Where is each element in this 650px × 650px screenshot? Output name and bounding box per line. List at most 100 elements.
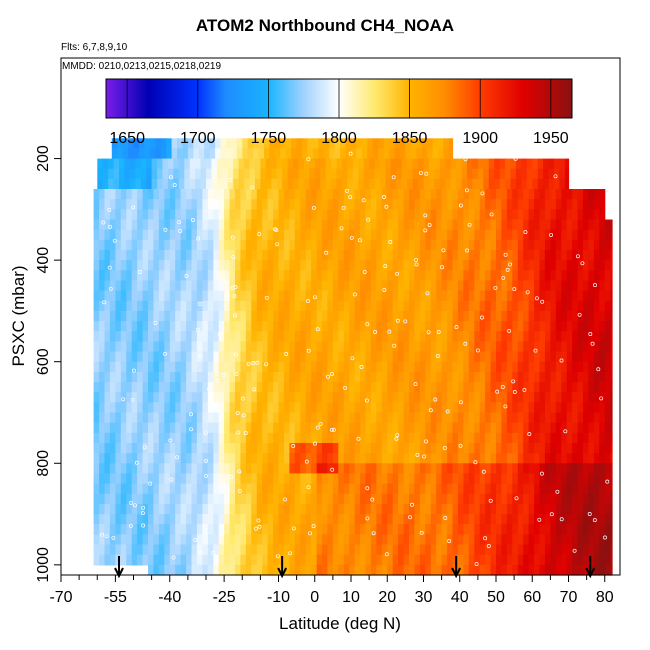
heatmap-cell [196,321,203,332]
heatmap-cell [131,422,138,434]
heatmap-cell [327,341,334,353]
heatmap-cell [593,392,600,403]
heatmap-cell [202,544,209,556]
sample-marker [112,238,117,243]
heatmap-cell [363,178,370,190]
heatmap-cell [186,422,193,434]
heatmap-cell [329,138,336,150]
heatmap-cell [361,138,368,150]
heatmap-cell [120,402,127,414]
heatmap-cell [501,443,508,454]
heatmap-cell [349,250,356,261]
heatmap-cell [175,351,182,363]
heatmap-cell [305,371,312,383]
heatmap-cell [289,290,296,302]
heatmap-cell [490,483,497,495]
heatmap-cell [300,463,307,475]
sample-marker [382,288,387,293]
heatmap-cell [354,402,361,414]
heatmap-cell [610,443,613,454]
heatmap-cell [131,392,138,403]
heatmap-cell [387,382,394,393]
heatmap-cell [387,239,394,251]
heatmap-cell [273,402,280,414]
heatmap-cell [158,371,165,383]
heatmap-cell [135,158,142,170]
heatmap-cell [240,503,247,515]
heatmap-cell [343,422,350,434]
heatmap-cell [414,544,421,556]
heatmap-cell [583,361,589,373]
heatmap-cell [142,351,149,363]
heatmap-cell [398,412,405,424]
heatmap-cell [224,371,231,383]
heatmap-cell [93,341,100,353]
heatmap-cell [506,270,513,282]
heatmap-cell [376,564,383,576]
heatmap-cell [588,270,595,282]
heatmap-cell [588,310,595,322]
heatmap-cell [120,453,127,464]
heatmap-cell [300,219,307,231]
heatmap-cell [506,534,513,546]
heatmap-cell [338,351,345,363]
heatmap-cell [436,189,443,200]
heatmap-cell [528,483,535,495]
heatmap-cell [300,544,307,556]
heatmap-cell [191,493,198,505]
heatmap-cell [329,148,336,160]
heatmap-cell [245,361,252,373]
heatmap-cell [198,148,205,160]
heatmap-cell [191,239,198,251]
heatmap-cell [506,219,513,231]
heatmap-cell [137,493,144,505]
heatmap-cell [523,432,530,444]
heatmap-cell [572,503,579,515]
heatmap-cell [610,260,613,271]
heatmap-cell [224,524,231,535]
heatmap-cell [539,503,546,515]
heatmap-cell [311,392,318,403]
heatmap-cell [604,361,611,373]
heatmap-cell [318,138,325,150]
heatmap-cell [539,341,546,353]
heatmap-cell [496,382,502,393]
heatmap-cell [409,290,415,302]
heatmap-cell [414,524,421,535]
heatmap-cell [240,554,247,566]
heatmap-cell [104,432,111,444]
heatmap-cell [115,544,122,556]
heatmap-cell [496,453,502,464]
heatmap-cell [300,300,307,312]
heatmap-cell [133,138,140,150]
heatmap-cell [577,412,584,424]
heatmap-cell [142,402,149,414]
heatmap-cell [534,341,541,353]
heatmap-cell [566,463,573,475]
heatmap-cell [387,260,394,271]
heatmap-cell [468,371,475,383]
heatmap-cell [169,219,176,231]
heatmap-cell [115,229,122,241]
heatmap-cell [311,534,318,546]
heatmap-cell [158,483,165,495]
heatmap-cell [561,392,568,403]
heatmap-cell [506,310,513,322]
heatmap-cell [137,483,144,495]
heatmap-cell [244,178,251,190]
heatmap-cell [245,402,252,414]
heatmap-cell [496,321,502,332]
heatmap-cell [164,189,171,200]
heatmap-cell [354,361,361,373]
heatmap-cell [240,453,247,464]
heatmap-cell [311,564,318,576]
heatmap-cell [430,351,437,363]
heatmap-cell [213,382,220,393]
x-tick-label: 70 [560,589,578,606]
heatmap-cell [142,534,149,546]
heatmap-cell [436,341,443,353]
heatmap-cell [93,412,100,424]
heatmap-cell [245,250,252,261]
sample-marker [348,195,353,200]
heatmap-cell [267,514,274,525]
